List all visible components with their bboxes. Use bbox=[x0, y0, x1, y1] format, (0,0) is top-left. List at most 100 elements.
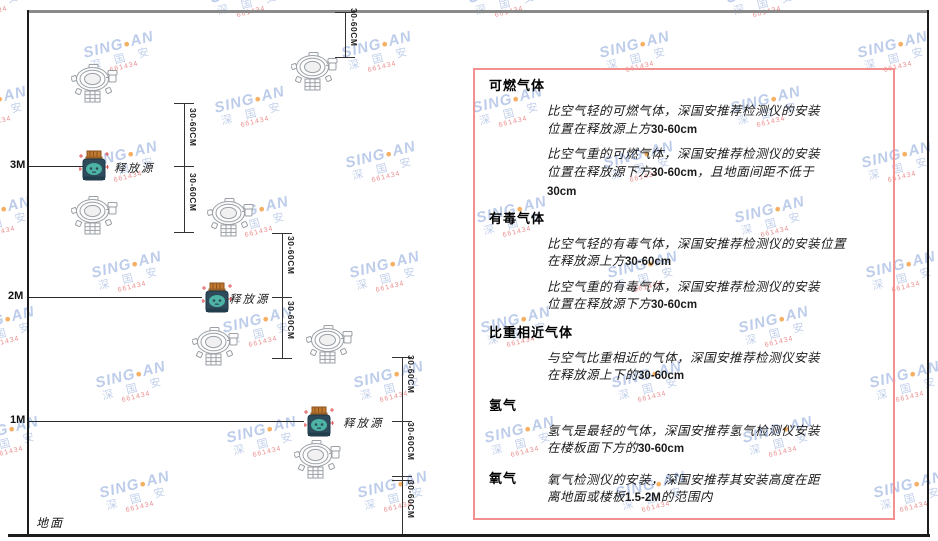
section-header: 氧气 bbox=[489, 471, 518, 487]
section-header: 氢气 bbox=[489, 398, 518, 414]
brand-dot-icon: ● bbox=[380, 37, 391, 51]
ground-label: 地面 bbox=[36, 516, 65, 530]
watermark-brand-cn: 深 国 安 bbox=[358, 373, 426, 403]
dimension-label: 30-60CM bbox=[406, 480, 416, 519]
watermark-code: 661434 bbox=[0, 445, 25, 460]
brand-dot-icon: ● bbox=[126, 147, 137, 161]
section-paragraph: 氢气是最轻的气体，深国安推荐氢气检测仪安装 在楼板面下方的30-60cm bbox=[547, 422, 821, 456]
watermark-code: 661434 bbox=[117, 280, 148, 295]
brand-dot-icon: ● bbox=[0, 92, 6, 106]
dimension-line bbox=[184, 103, 185, 232]
dimension-tick bbox=[174, 103, 194, 104]
dimension-line bbox=[402, 357, 403, 534]
watermark-brand-cn: 深 国 安 bbox=[350, 153, 418, 183]
brand-dot-icon: ● bbox=[900, 147, 911, 161]
watermark-code: 661434 bbox=[371, 170, 402, 185]
brand-dot-icon: ● bbox=[392, 367, 403, 381]
watermark-code: 661434 bbox=[367, 60, 398, 75]
watermark-brand-cn: 深 国 安 bbox=[100, 373, 168, 403]
brand-dot-icon: ● bbox=[122, 37, 133, 51]
watermark-brand-cn: 深 国 安 bbox=[354, 263, 422, 293]
watermark-brand-cn: 深 国 安 bbox=[0, 428, 41, 457]
brand-dot-icon: ● bbox=[388, 257, 399, 271]
release-source-label: 释放源 bbox=[229, 292, 270, 306]
brand-dot-icon: ● bbox=[384, 147, 395, 161]
brand-dot-icon: ● bbox=[261, 312, 272, 326]
gas-detector-icon bbox=[293, 440, 341, 479]
axis-tick-3m bbox=[29, 166, 84, 167]
dimension-label: 30-60CM bbox=[286, 236, 296, 275]
brand-dot-icon: ● bbox=[912, 477, 923, 491]
watermark-brand: SING●AN bbox=[343, 137, 418, 172]
dimension-tick bbox=[272, 358, 292, 359]
watermark-brand-cn: 深 国 安 bbox=[96, 263, 164, 293]
watermark-brand: SING●AN bbox=[89, 247, 164, 282]
brand-dot-icon: ● bbox=[0, 202, 10, 216]
section-header: 比重相近气体 bbox=[489, 325, 574, 341]
section-paragraph: 比空气重的可燃气体，深国安推荐检测仪的安装 位置在释放源下方30-60cm，且地… bbox=[547, 146, 821, 198]
watermark-brand-cn: 深 国 安 bbox=[219, 98, 287, 128]
watermark-brand-cn: 深 国 安 bbox=[0, 208, 33, 237]
release-source-icon bbox=[303, 406, 335, 438]
watermark-code: 661434 bbox=[0, 335, 21, 350]
brand-dot-icon: ● bbox=[908, 367, 919, 381]
watermark-code: 661434 bbox=[383, 500, 414, 515]
dimension-tick bbox=[174, 166, 194, 167]
brand-dot-icon: ● bbox=[904, 257, 915, 271]
dimension-label: 30-60CM bbox=[188, 173, 198, 212]
watermark-brand-cn: 深 国 安 bbox=[362, 483, 430, 513]
release-source-label: 释放源 bbox=[114, 161, 155, 175]
watermark-brand: SING●AN bbox=[93, 357, 168, 392]
dimension-tick bbox=[335, 12, 355, 13]
watermark-brand-cn: 深 国 安 bbox=[0, 319, 36, 347]
brand-dot-icon: ● bbox=[896, 37, 907, 51]
watermark-brand-cn: 深 国 安 bbox=[104, 483, 172, 513]
watermark-code: 661434 bbox=[125, 500, 156, 515]
axis-label-3m: 3M bbox=[10, 159, 26, 171]
gas-detector-icon bbox=[206, 198, 254, 237]
brand-dot-icon: ● bbox=[138, 477, 149, 491]
watermark-code: 661434 bbox=[379, 390, 410, 405]
release-source-label: 释放源 bbox=[343, 416, 384, 430]
watermark-code: 661434 bbox=[708, 0, 826, 31]
watermark-brand: SING●AN bbox=[97, 467, 172, 502]
gas-detector-icon bbox=[70, 64, 118, 103]
brand-dot-icon: ● bbox=[638, 37, 649, 51]
section-paragraph: 比空气轻的有毒气体，深国安推荐检测仪的安装位置 在释放源上方30-60cm bbox=[547, 235, 847, 269]
dimension-tick bbox=[392, 476, 412, 477]
dimension-tick bbox=[392, 480, 412, 481]
right-border-line bbox=[927, 10, 929, 537]
watermark-brand: SING●AN bbox=[347, 247, 422, 282]
axis-label-1m: 1M bbox=[10, 414, 26, 426]
section-paragraph: 比空气重的有毒气体，深国安推荐检测仪的安装 位置在释放源下方30-60cm bbox=[547, 278, 821, 312]
watermark-brand: SING●AN bbox=[355, 467, 430, 502]
left-axis-line bbox=[27, 10, 29, 537]
release-source-icon bbox=[201, 282, 233, 314]
section-paragraph: 与空气比重相近的气体，深国安推荐检测仪安装 在释放源上下的30-60cm bbox=[547, 349, 821, 383]
watermark-code: 661434 bbox=[121, 390, 152, 405]
watermark-code: 661434 bbox=[375, 280, 406, 295]
axis-label-2m: 2M bbox=[8, 290, 24, 302]
section-paragraph: 比空气轻的可燃气体，深国安推荐检测仪的安装 位置在释放源上方30-60cm bbox=[547, 103, 821, 136]
watermark-brand-cn: 深 国 安 bbox=[346, 43, 414, 73]
watermark-code: 661434 bbox=[240, 115, 271, 130]
watermark-brand: SING●AN bbox=[597, 27, 672, 62]
panel-section: 氧气 氧气检测仪的安装，深国安推荐其安装高度在距 离地面或楼板1.5-2M的范围内 bbox=[489, 471, 879, 508]
watermark-brand: SING●AN bbox=[0, 78, 52, 122]
release-source-icon bbox=[78, 150, 110, 182]
dimension-tick bbox=[272, 233, 292, 234]
watermark-code: 661434 bbox=[192, 0, 310, 31]
brand-dot-icon: ● bbox=[130, 257, 141, 271]
gas-detector-icon bbox=[191, 327, 239, 366]
section-paragraph: 氧气检测仪的安装，深国安推荐其安装高度在距 离地面或楼板1.5-2M的范围内 bbox=[547, 471, 821, 505]
brand-dot-icon: ● bbox=[253, 92, 264, 106]
dimension-label: 30-60CM bbox=[406, 355, 416, 394]
dimension-label: 30-60CM bbox=[349, 8, 359, 47]
brand-dot-icon: ● bbox=[257, 202, 268, 216]
